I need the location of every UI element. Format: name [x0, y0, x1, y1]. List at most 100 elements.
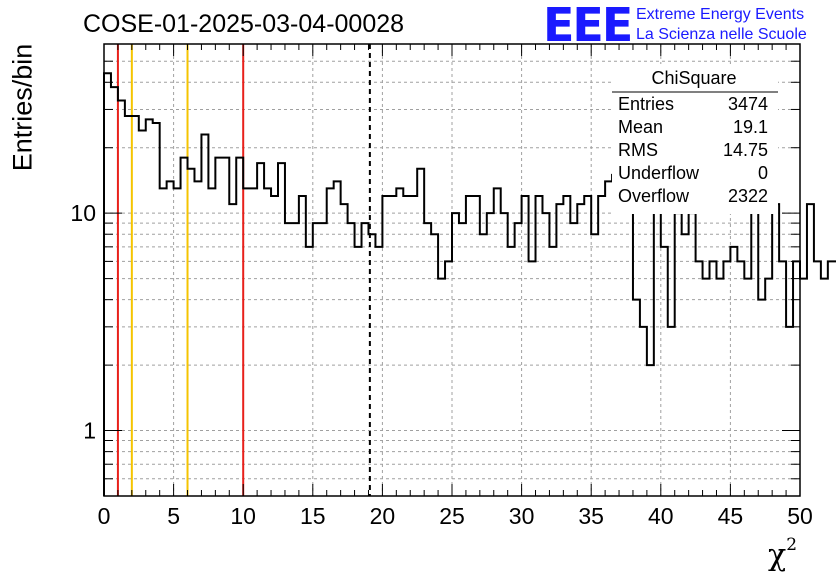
histogram-bin — [208, 188, 215, 496]
histogram-bin — [431, 234, 438, 496]
stats-label: Underflow — [618, 163, 700, 183]
x-tick-label: 45 — [718, 503, 744, 529]
eee-logo-line1: Extreme Energy Events — [636, 6, 805, 23]
stats-row-underflow: Underflow 0 — [618, 163, 768, 184]
y-tick-label: 10 — [70, 200, 96, 226]
x-tick-label: 10 — [230, 503, 256, 529]
histogram-bin — [501, 213, 508, 496]
histogram-bin — [529, 261, 536, 496]
histogram-bin — [181, 158, 188, 496]
histogram-bin — [772, 204, 779, 496]
stats-value: 0 — [757, 163, 768, 183]
histogram-bin — [132, 116, 139, 496]
histogram-bin — [765, 279, 772, 496]
eee-logo-line2: La Scienza nelle Scuole — [636, 26, 807, 43]
histogram-bin — [222, 158, 229, 496]
histogram-bin — [549, 247, 556, 496]
histogram-bin — [215, 158, 222, 496]
histogram-bin — [786, 327, 793, 496]
histogram-bin — [403, 196, 410, 496]
histogram-bin — [125, 116, 132, 496]
histogram-bin — [299, 196, 306, 496]
histogram-bin — [605, 181, 612, 496]
histogram-bin — [508, 247, 515, 496]
histogram-bin — [257, 163, 264, 496]
histogram-bin — [174, 188, 181, 496]
histogram-bin — [264, 188, 271, 496]
x-axis-label-superscript: 2 — [786, 535, 798, 555]
x-tick-label: 35 — [578, 503, 604, 529]
histogram-bin — [201, 135, 208, 496]
histogram-bin — [396, 188, 403, 496]
histogram-bin — [313, 223, 320, 496]
histogram-bin — [139, 131, 146, 496]
histogram-bin — [487, 213, 494, 496]
histogram-bin — [828, 261, 835, 496]
histogram-bin — [153, 123, 160, 496]
stats-box — [612, 64, 778, 214]
chart-title: COSE-01-2025-03-04-00028 — [83, 10, 405, 38]
histogram-bin — [160, 188, 167, 496]
histogram-bin — [696, 261, 703, 496]
stats-value: 19.1 — [732, 117, 768, 137]
histogram-bin — [814, 261, 821, 496]
histogram-bin — [744, 279, 751, 496]
stats-box-background — [612, 64, 778, 214]
histogram-bin — [800, 279, 807, 496]
histogram-bin — [292, 223, 299, 496]
histogram-bin — [334, 181, 341, 496]
histogram-bin — [194, 181, 201, 496]
histogram-bin — [355, 247, 362, 496]
histogram-bin — [591, 234, 598, 496]
histogram-bin — [556, 204, 563, 496]
x-axis-label: χ2 — [768, 535, 798, 573]
x-tick-label: 40 — [648, 503, 674, 529]
histogram-bin — [584, 196, 591, 496]
histogram-bin — [654, 169, 661, 496]
histogram-bin — [598, 196, 605, 496]
histogram-bin — [362, 223, 369, 496]
histogram-bin — [522, 196, 529, 496]
histogram-outline — [103, 72, 836, 496]
histogram-bin — [410, 196, 417, 496]
y-tick-label: 1 — [83, 418, 96, 444]
histogram-bin — [758, 300, 765, 496]
reference-lines-layer — [116, 44, 371, 496]
histogram-bin — [494, 188, 501, 496]
histogram-bin — [466, 196, 473, 496]
x-axis-label-symbol: χ — [768, 538, 787, 573]
histogram-bin — [737, 261, 744, 496]
histogram-bin — [382, 196, 389, 496]
histogram-bin — [633, 300, 640, 496]
x-tick-label: 30 — [509, 503, 535, 529]
x-tick-label: 25 — [439, 503, 465, 529]
histogram-bin — [751, 204, 758, 496]
histogram-bin — [146, 119, 153, 496]
histogram-bin — [375, 247, 382, 496]
histogram-bin — [675, 213, 682, 496]
histogram-bin — [542, 213, 549, 496]
histogram-bin — [285, 223, 292, 496]
histogram-bin — [306, 247, 313, 496]
histogram-bin — [779, 261, 786, 496]
histogram-bin — [278, 163, 285, 496]
histogram-bin — [459, 223, 466, 496]
histogram-bin — [716, 279, 723, 496]
x-tick-label: 50 — [787, 503, 813, 529]
histogram-bin — [668, 327, 675, 496]
histogram-bin — [730, 247, 737, 496]
histogram-bin — [271, 196, 278, 496]
stats-label: Mean — [618, 117, 664, 137]
histogram-bin — [118, 100, 125, 496]
histogram-bin — [710, 261, 717, 496]
histogram-bin — [619, 188, 626, 496]
histogram-bin — [689, 213, 696, 496]
x-tick-label: 5 — [167, 503, 180, 529]
x-tick-label: 0 — [98, 503, 111, 529]
stats-label: RMS — [618, 140, 658, 160]
histogram-bin — [348, 223, 355, 496]
histogram-bin — [445, 261, 452, 496]
histogram-bin — [515, 223, 522, 496]
histogram-layer — [103, 72, 836, 496]
